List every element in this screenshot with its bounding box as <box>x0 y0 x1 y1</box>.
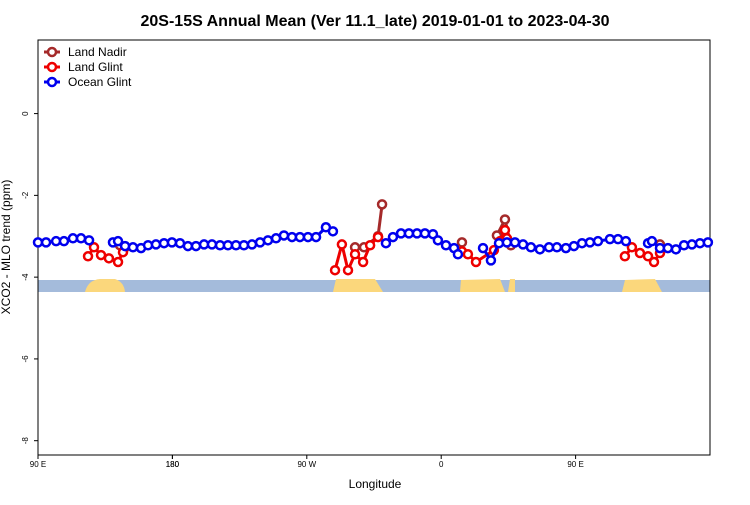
point <box>452 248 464 260</box>
point <box>166 237 178 248</box>
legend-label: Ocean Glint <box>68 75 132 89</box>
point <box>702 237 714 248</box>
point <box>551 242 563 253</box>
point <box>642 251 654 262</box>
point <box>294 231 306 243</box>
x-axis-label: Longitude <box>349 477 402 491</box>
x-tick-label: 90 E <box>30 460 46 469</box>
point <box>620 235 632 247</box>
point <box>477 242 489 254</box>
point <box>380 237 392 249</box>
point <box>462 248 474 260</box>
point <box>67 233 79 244</box>
point <box>75 233 87 244</box>
point <box>560 242 572 254</box>
point <box>648 256 660 268</box>
point <box>127 242 139 253</box>
point <box>278 230 290 241</box>
point <box>501 237 513 248</box>
point <box>670 244 682 255</box>
point <box>190 240 202 252</box>
point <box>310 231 322 243</box>
legend-label: Land Nadir <box>68 45 127 59</box>
point <box>58 235 70 247</box>
legend-marker <box>46 61 58 73</box>
point <box>150 239 162 250</box>
point <box>103 253 115 264</box>
point <box>342 264 354 276</box>
point <box>372 231 384 243</box>
y-tick-label: -2 <box>21 191 30 199</box>
point <box>619 251 631 262</box>
point <box>206 239 218 250</box>
point <box>470 256 482 268</box>
point <box>238 240 250 251</box>
x-tick-label: 0 <box>439 460 444 469</box>
point <box>525 242 537 253</box>
point <box>246 239 258 250</box>
point <box>509 237 521 248</box>
point <box>419 228 431 239</box>
point <box>32 237 44 248</box>
point <box>456 237 468 248</box>
x-tick-label: 180 <box>166 460 180 469</box>
point <box>82 251 94 262</box>
point <box>112 235 124 247</box>
point <box>646 235 658 247</box>
point <box>499 214 511 225</box>
land-strip <box>38 279 710 292</box>
point <box>584 237 596 248</box>
point <box>112 256 124 268</box>
point <box>88 242 100 253</box>
point <box>485 255 497 266</box>
chart-title: 20S-15S Annual Mean (Ver 11.1_late) 2019… <box>141 13 610 30</box>
point <box>440 240 452 251</box>
point <box>403 228 415 239</box>
point <box>119 240 131 252</box>
point <box>499 224 511 236</box>
point <box>387 231 399 243</box>
point <box>40 237 52 248</box>
legend-marker <box>46 76 58 88</box>
y-tick-label: -6 <box>21 355 30 363</box>
y-axis-label: XCO2 - MLO trend (ppm) <box>0 180 13 315</box>
x-tick-label: 180 <box>166 460 180 469</box>
point <box>634 247 646 259</box>
point <box>432 235 444 246</box>
point <box>662 242 674 254</box>
point <box>568 240 580 252</box>
point <box>686 239 698 250</box>
point <box>626 242 638 253</box>
point <box>604 233 616 245</box>
point <box>336 239 348 250</box>
x-tick-label: 90 W <box>297 460 316 469</box>
legend-label: Land Glint <box>68 60 123 74</box>
point <box>262 235 274 246</box>
point <box>329 264 341 276</box>
y-tick-label: 0 <box>21 111 30 116</box>
x-tick-label: 90 E <box>567 460 583 469</box>
point <box>357 256 369 268</box>
y-tick-label: -8 <box>21 437 30 445</box>
legend-marker <box>46 46 58 58</box>
y-tick-label: -4 <box>21 273 30 281</box>
point <box>222 240 234 251</box>
point <box>592 235 604 247</box>
point <box>534 244 546 255</box>
point <box>349 248 361 260</box>
point <box>327 226 339 237</box>
point <box>83 235 95 246</box>
point <box>364 240 376 251</box>
point <box>302 231 314 243</box>
point <box>376 199 388 210</box>
point <box>182 240 194 252</box>
